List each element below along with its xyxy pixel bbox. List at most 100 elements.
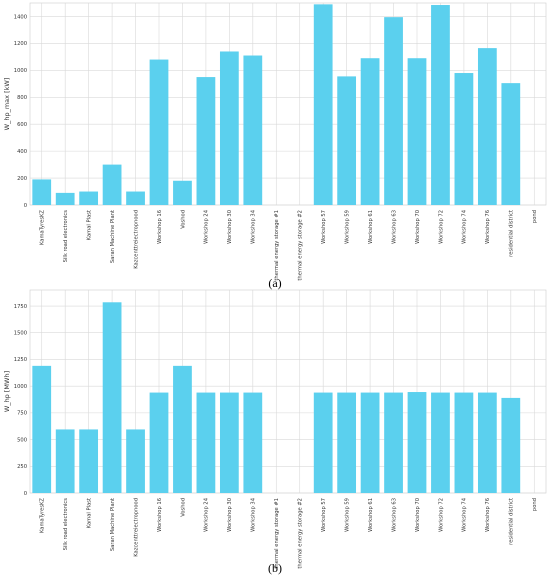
x-tick-label: pond — [532, 210, 538, 223]
x-tick-label: Voshod — [180, 498, 186, 517]
x-tick-label: thermal energy storage #2 — [298, 210, 304, 281]
x-tick-label: thermal energy storage #1 — [274, 210, 280, 281]
x-tick-label: KamaTyresKZ — [40, 498, 46, 533]
x-tick-label: Workshop 57 — [321, 210, 327, 244]
bar-kamal-plast — [79, 429, 99, 493]
bar-workshop-59 — [337, 392, 357, 493]
chart-panel-b: (b) 0 250 500 750 1000 1250 1500 1750 KamaTyresK… — [3, 289, 547, 575]
x-tick-label: Workshop 24 — [204, 497, 210, 532]
x-tick-label: Workshop 76 — [485, 498, 491, 532]
y-tick-label: 500 — [17, 437, 27, 443]
y-tick-label: 600 — [17, 122, 27, 128]
bar-voshod — [173, 365, 192, 493]
bar-workshop-24 — [196, 392, 216, 493]
y-tick-label: 1000 — [14, 68, 27, 74]
bar-workshop-34 — [243, 55, 263, 205]
y-axis-label: W_hp_max [kW] — [3, 78, 11, 131]
panel-label-b: (b) — [268, 561, 282, 575]
x-tick-label: Silk road electronics — [63, 498, 69, 551]
y-tick-label: 0 — [24, 491, 27, 497]
bar-workshop-63 — [384, 392, 403, 493]
y-tick-label: 400 — [17, 149, 27, 155]
bar-workshop-74 — [454, 392, 474, 493]
bar-kamal-plast — [79, 191, 99, 205]
y-tick-label: 1250 — [14, 357, 27, 363]
bar-workshop-74 — [454, 73, 474, 205]
bar-workshop-70 — [407, 58, 427, 205]
bar-workshop-30 — [219, 392, 239, 493]
bar-workshop-16 — [149, 392, 169, 493]
y-tick-label: 800 — [17, 95, 27, 101]
bar-silk-road-electronics — [55, 192, 75, 205]
bar-workshop-76 — [477, 48, 497, 205]
bar-kazcenttreiectropnood — [126, 429, 145, 493]
y-tick-label: 1200 — [14, 41, 27, 47]
bar-workshop-72 — [431, 392, 450, 493]
x-tick-label: Workshop 34 — [251, 497, 257, 532]
x-tick-label: Silk road electronics — [63, 210, 69, 263]
bar-kamatyreskz — [32, 365, 52, 493]
x-tick-label: Workshop 72 — [438, 210, 444, 244]
x-tick-label: Workshop 70 — [415, 210, 421, 244]
x-tick-label: pond — [532, 498, 538, 511]
bar-kazcenttreiectropnood — [126, 191, 145, 205]
x-tick-label: thermal energy storage #2 — [298, 498, 304, 569]
y-tick-label: 250 — [17, 464, 27, 470]
x-tick-label: Workshop 63 — [391, 210, 397, 244]
x-tick-label: Workshop 24 — [204, 209, 210, 244]
bar-workshop-57 — [313, 392, 333, 493]
y-tick-label: 1750 — [14, 304, 27, 310]
x-tick-label: Voshod — [180, 210, 186, 229]
x-tick-label: residential district — [509, 210, 515, 257]
x-tick-label: KamaTyresKZ — [40, 210, 46, 245]
bar-voshod — [173, 180, 192, 205]
bar-workshop-61 — [360, 58, 380, 205]
bar-saran-machine-plant — [102, 164, 122, 205]
x-tick-label: Kamal Plast — [86, 210, 92, 240]
y-tick-label: 1000 — [14, 384, 27, 390]
y-tick-label: 1400 — [14, 14, 27, 20]
x-tick-label: Kamal Plast — [86, 498, 92, 528]
bar-workshop-30 — [219, 51, 239, 206]
x-tick-label: Saran Machine Plant — [110, 498, 116, 551]
y-tick-label: 200 — [17, 176, 27, 182]
y-tick-label: 1500 — [14, 331, 27, 337]
x-tick-label: thermal energy storage #1 — [274, 498, 280, 569]
y-axis-label: W_hp [MWh] — [3, 371, 11, 412]
x-tick-label: Kazcenttreiectropnood — [133, 498, 139, 557]
bar-workshop-76 — [477, 392, 497, 493]
x-tick-label: Kazcenttreiectropnood — [133, 210, 139, 269]
x-tick-label: Workshop 70 — [415, 498, 421, 532]
bar-workshop-34 — [243, 392, 263, 493]
y-tick-label: 750 — [17, 411, 27, 417]
bar-workshop-57 — [313, 4, 333, 206]
bar-workshop-61 — [360, 392, 380, 493]
x-tick-label: Workshop 16 — [157, 210, 163, 244]
x-tick-label: residential district — [509, 498, 515, 545]
bar-workshop-63 — [384, 17, 403, 205]
x-tick-label: Workshop 74 — [462, 209, 468, 244]
x-tick-label: Workshop 76 — [485, 210, 491, 244]
panel-label-a: (a) — [268, 276, 281, 290]
x-tick-label: Workshop 59 — [344, 498, 350, 532]
x-tick-label: Workshop 61 — [368, 210, 374, 244]
x-tick-label: Saran Machine Plant — [110, 210, 116, 263]
bar-residential-district — [501, 83, 521, 205]
bar-kamatyreskz — [32, 179, 52, 205]
x-tick-label: Workshop 57 — [321, 498, 327, 532]
x-tick-label: Workshop 34 — [251, 209, 257, 244]
y-tick-label: 0 — [24, 203, 27, 209]
bar-workshop-24 — [196, 77, 216, 205]
bar-workshop-70 — [407, 392, 427, 493]
x-tick-label: Workshop 59 — [344, 210, 350, 244]
bar-saran-machine-plant — [102, 302, 122, 493]
bar-workshop-72 — [431, 5, 450, 205]
x-tick-label: Workshop 16 — [157, 498, 163, 532]
x-tick-label: Workshop 30 — [227, 210, 233, 244]
bar-workshop-59 — [337, 76, 357, 205]
x-tick-label: Workshop 61 — [368, 498, 374, 532]
chart-panel-a: (a) 0 200 400 600 800 1000 1200 1400 KamaTyresKZ… — [3, 2, 547, 290]
x-tick-label: Workshop 30 — [227, 498, 233, 532]
x-tick-label: Workshop 72 — [438, 498, 444, 532]
